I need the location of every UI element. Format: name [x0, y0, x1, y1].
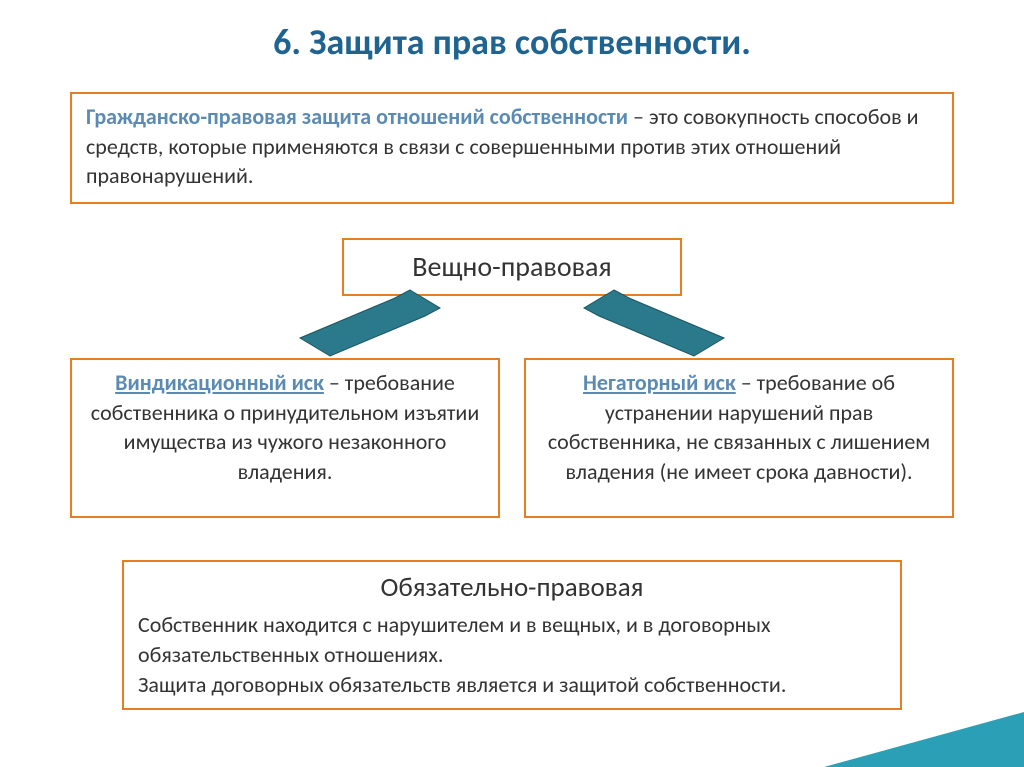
- corner-decoration-icon: [824, 712, 1024, 767]
- arrow-right-icon: [584, 290, 724, 356]
- bottom-title: Обязательно-правовая: [138, 570, 886, 606]
- arrow-left-icon: [300, 290, 440, 356]
- left-term: Виндикационный иск: [115, 369, 324, 396]
- negatory-claim-box: Негаторный иск – требование об устранени…: [524, 358, 954, 518]
- right-term: Негаторный иск: [583, 369, 736, 396]
- bottom-body: Собственник находится с нарушителем и в …: [138, 610, 886, 699]
- vindication-claim-box: Виндикационный иск – требование собствен…: [70, 358, 500, 518]
- obligatory-legal-box: Обязательно-правовая Собственник находит…: [122, 560, 902, 710]
